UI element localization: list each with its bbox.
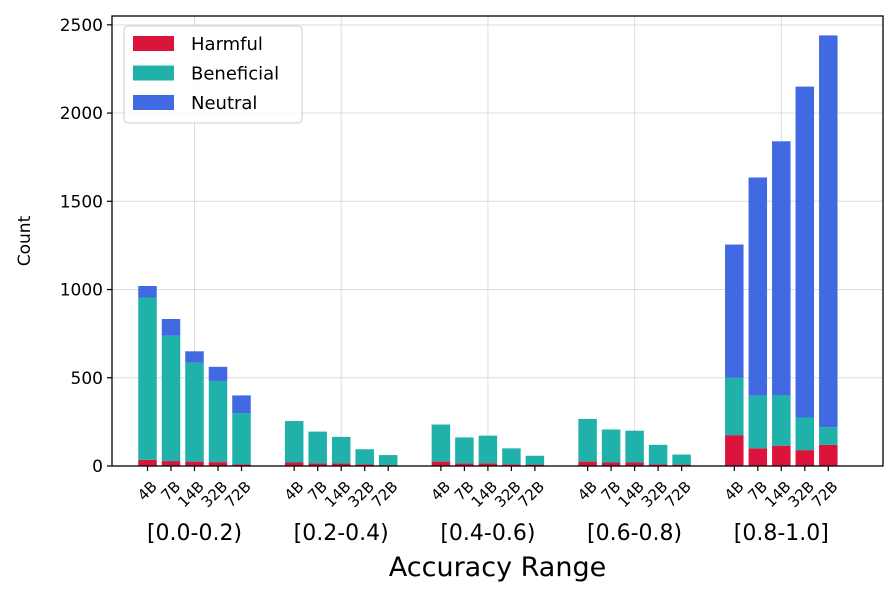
y-tick-label: 2500	[60, 16, 103, 36]
bar-harmful-0-4b	[138, 459, 157, 466]
legend-swatch-beneficial	[133, 65, 174, 81]
bar-beneficial-1-32b	[355, 449, 374, 465]
bar-harmful-4-14b	[772, 445, 791, 466]
bar-harmful-4-7b	[748, 448, 768, 466]
bar-neutral-4-14b	[772, 141, 791, 396]
bar-harmful-2-14b	[478, 463, 498, 466]
bar-beneficial-3-14b	[625, 430, 644, 463]
legend-swatch-neutral	[133, 95, 174, 110]
x-tick-label-72b: 72B	[661, 478, 695, 512]
bar-beneficial-0-4b	[138, 297, 157, 460]
bar-beneficial-3-32b	[648, 444, 668, 465]
bar-beneficial-3-72b	[672, 454, 691, 465]
legend-label-harmful: Harmful	[191, 34, 263, 55]
bar-layer	[138, 35, 838, 466]
bar-neutral-4-72b	[819, 35, 838, 428]
bar-harmful-0-7b	[161, 461, 181, 466]
bar-beneficial-0-7b	[161, 335, 181, 462]
bar-beneficial-0-14b	[185, 362, 204, 462]
x-tick-label-4b: 4B	[721, 478, 748, 505]
bar-beneficial-1-14b	[331, 436, 351, 464]
bar-beneficial-1-72b	[378, 455, 398, 466]
y-tick-label: 1000	[60, 281, 103, 301]
bar-beneficial-4-4b	[725, 377, 744, 436]
y-tick-label: 500	[71, 369, 103, 389]
bar-harmful-0-14b	[185, 461, 204, 466]
bar-harmful-1-32b	[355, 464, 374, 466]
bar-neutral-4-4b	[725, 244, 744, 378]
bar-beneficial-2-72b	[525, 455, 545, 465]
bar-harmful-4-72b	[819, 444, 838, 466]
legend-label-neutral: Neutral	[191, 93, 257, 114]
bar-neutral-0-72b	[232, 395, 251, 414]
bar-harmful-3-14b	[625, 462, 644, 466]
x-tick-label-72b: 72B	[221, 478, 255, 512]
legend: Harmful Beneficial Neutral	[123, 25, 303, 124]
bar-beneficial-4-72b	[819, 427, 838, 445]
bar-beneficial-1-7b	[308, 431, 327, 464]
group-label: [0.4-0.6)	[440, 521, 535, 546]
bar-harmful-4-4b	[725, 435, 744, 466]
x-tick-label-4b: 4B	[134, 478, 161, 505]
bar-harmful-2-72b	[525, 464, 545, 466]
bar-harmful-3-7b	[601, 462, 621, 466]
bar-beneficial-1-4b	[284, 421, 304, 463]
bar-neutral-0-14b	[185, 351, 204, 363]
bar-beneficial-3-7b	[601, 429, 621, 463]
legend-swatch-harmful	[133, 36, 174, 51]
bar-harmful-3-72b	[672, 464, 691, 466]
bar-beneficial-4-7b	[748, 395, 768, 449]
bar-harmful-3-4b	[578, 461, 597, 466]
group-label: [0.2-0.4)	[294, 521, 389, 546]
group-label: [0.8-1.0]	[734, 521, 829, 546]
bar-harmful-0-72b	[232, 464, 251, 466]
bar-beneficial-0-72b	[232, 413, 251, 465]
x-axis-title: Accuracy Range	[389, 552, 606, 583]
bar-beneficial-2-7b	[455, 437, 474, 464]
group-label: [0.0-0.2)	[147, 521, 242, 546]
bar-beneficial-2-14b	[478, 435, 498, 464]
group-label: [0.6-0.8)	[587, 521, 682, 546]
bar-harmful-2-4b	[431, 461, 451, 466]
bar-harmful-3-32b	[648, 464, 668, 466]
bar-beneficial-0-32b	[208, 380, 228, 463]
x-tick-label-72b: 72B	[808, 478, 842, 512]
x-tick-label-4b: 4B	[281, 478, 308, 505]
x-tick-label-4b: 4B	[574, 478, 601, 505]
bar-neutral-4-7b	[748, 177, 768, 396]
bar-harmful-1-4b	[284, 462, 304, 466]
bar-beneficial-3-4b	[578, 418, 597, 462]
x-tick-label-72b: 72B	[368, 478, 402, 512]
bar-harmful-2-32b	[502, 464, 521, 466]
legend-label-beneficial: Beneficial	[191, 64, 279, 85]
y-tick-label: 1500	[60, 192, 103, 212]
bar-neutral-0-32b	[208, 366, 228, 381]
bar-harmful-1-7b	[308, 463, 327, 466]
y-axis-title: Count	[15, 215, 35, 266]
y-tick-label: 2000	[60, 104, 103, 124]
x-tick-label-72b: 72B	[515, 478, 549, 512]
bar-harmful-4-32b	[795, 450, 815, 466]
bar-neutral-4-32b	[795, 86, 815, 418]
bar-harmful-0-32b	[208, 462, 228, 466]
plot-frame	[111, 15, 884, 467]
bar-harmful-1-14b	[331, 463, 351, 466]
y-tick-label: 0	[92, 457, 103, 477]
bar-beneficial-2-32b	[502, 448, 521, 465]
bar-beneficial-4-32b	[795, 417, 815, 451]
bar-neutral-0-4b	[138, 286, 157, 298]
bar-beneficial-2-4b	[431, 424, 451, 462]
bar-neutral-0-7b	[161, 319, 181, 336]
bar-beneficial-4-14b	[772, 395, 791, 446]
bar-harmful-2-7b	[455, 463, 474, 466]
x-tick-label-4b: 4B	[427, 478, 454, 505]
